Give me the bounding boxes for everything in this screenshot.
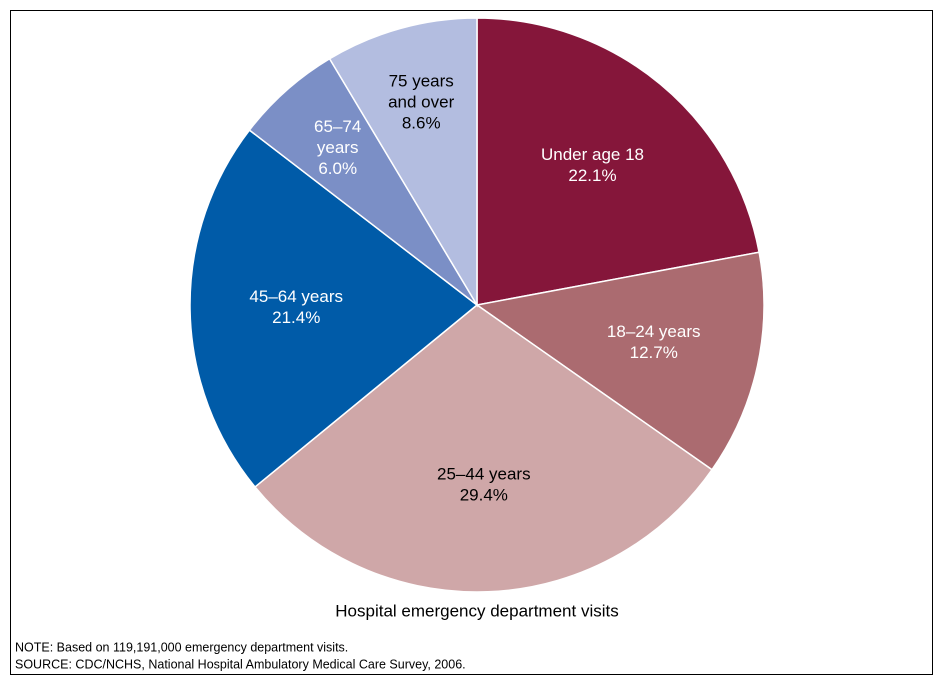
value-label: 8.6% <box>402 114 441 133</box>
slice-label: 45–64 years <box>249 287 343 306</box>
slice-label: 65–74 <box>314 117 361 136</box>
pie-slice <box>475 251 765 471</box>
pie-slice <box>253 304 714 593</box>
note: NOTE: Based on 119,191,000 emergency dep… <box>15 640 348 654</box>
chart-title: Hospital emergency department visits <box>335 601 618 620</box>
source: SOURCE: CDC/NCHS, National Hospital Ambu… <box>15 657 466 671</box>
value-label: 21.4% <box>272 308 320 327</box>
pie-slice <box>328 17 478 308</box>
slice-label: 25–44 years <box>437 465 531 484</box>
slice-label: Under age 18 <box>541 145 644 164</box>
slice-label: years <box>317 138 359 157</box>
slice-label: 75 years <box>389 72 454 91</box>
value-label: 29.4% <box>460 486 508 505</box>
pie-slice <box>189 129 479 488</box>
value-label: 22.1% <box>568 166 616 185</box>
slice-label: 18–24 years <box>607 322 701 341</box>
value-label: 12.7% <box>630 343 678 362</box>
value-label: 6.0% <box>318 159 357 178</box>
slice-label: and over <box>388 93 454 112</box>
pie-slice <box>476 17 760 306</box>
